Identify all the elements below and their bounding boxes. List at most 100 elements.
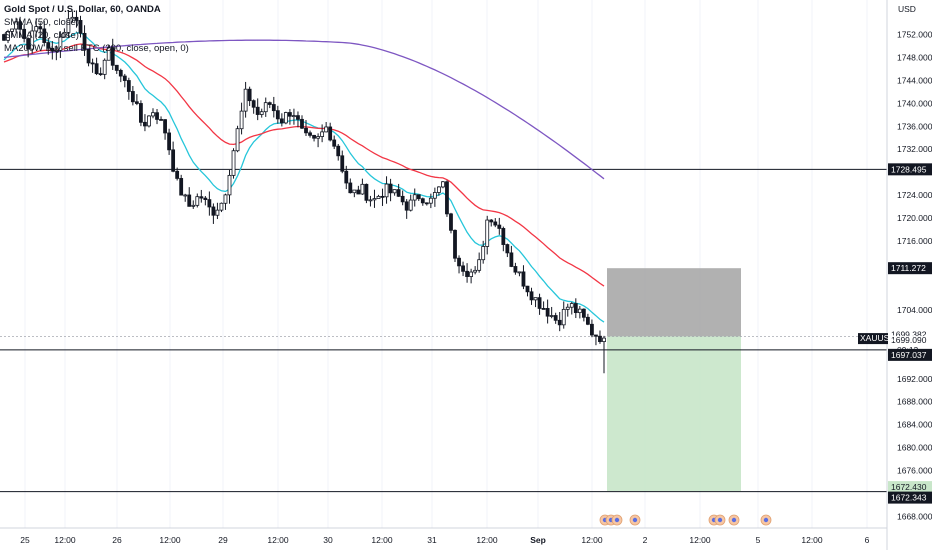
candle-body: [436, 186, 441, 193]
candle-body: [501, 228, 506, 245]
candle-body: [195, 196, 200, 206]
candle-body: [231, 150, 236, 176]
candle-body: [424, 202, 429, 205]
candle-body: [74, 16, 79, 21]
candle-body: [602, 337, 606, 343]
candle-body: [312, 134, 316, 139]
candle-body: [247, 88, 252, 102]
time-tick-label: 12:00: [689, 535, 711, 545]
candle-body: [598, 335, 602, 343]
candle-body: [283, 112, 288, 124]
candle-body: [58, 36, 63, 51]
candle-body: [328, 126, 333, 141]
candle-body: [38, 26, 43, 30]
legend-title: Gold Spot / U.S. Dollar, 60, OANDA: [4, 4, 161, 15]
candle-body: [485, 219, 490, 247]
candle-body: [412, 194, 417, 201]
candle-body: [517, 271, 522, 274]
chart-legend[interactable]: Gold Spot / U.S. Dollar, 60, OANDA SMMA …: [4, 3, 189, 55]
candle-body: [396, 189, 401, 197]
legend-smma20[interactable]: SMMA (20, close): [4, 30, 79, 41]
candle-body: [219, 202, 224, 211]
candle-body: [271, 104, 276, 112]
take-profit-zone[interactable]: [607, 336, 741, 492]
candle-body: [279, 118, 284, 124]
candle-body: [296, 115, 300, 120]
candle-body: [179, 178, 184, 196]
candle-body: [404, 201, 409, 211]
candle-body: [143, 121, 147, 127]
candle-body: [14, 21, 18, 30]
candle-body: [372, 198, 377, 201]
candle-body: [525, 285, 530, 293]
candle-body: [46, 42, 51, 49]
time-axis[interactable]: 25 12:00 26 12:00 29 12:00 30 12:00 31 12:00 Sep 12…: [20, 535, 869, 545]
candle-body: [416, 194, 421, 200]
time-tick-label: 12:00: [54, 535, 76, 545]
candle-body: [199, 196, 204, 199]
candle-body: [364, 183, 369, 201]
candle-body: [465, 270, 469, 277]
candle-body: [549, 315, 554, 317]
candle-body: [167, 132, 172, 151]
candle-body: [114, 64, 119, 71]
price-axis[interactable]: USD 1752.000 1748.000 1744.000 1740.000 1736.…: [897, 4, 932, 522]
candle-body: [22, 28, 27, 39]
legend-smma50[interactable]: SMMA (50, close): [4, 17, 79, 28]
price-tick-label: 1748.000: [897, 52, 932, 62]
candle-body: [251, 100, 256, 108]
candle-body: [388, 183, 393, 194]
candle-body: [26, 38, 31, 50]
candle-body: [6, 30, 10, 41]
candle-body: [118, 69, 123, 77]
candle-body: [275, 110, 280, 120]
candle-body: [122, 75, 127, 81]
candle-body: [211, 206, 216, 216]
candle-body: [304, 127, 308, 134]
candle-body: [505, 244, 510, 254]
stop-loss-zone[interactable]: [607, 268, 741, 337]
candle-body: [340, 155, 345, 172]
candle-body: [191, 204, 196, 207]
candle-body: [243, 88, 248, 112]
candle-body: [368, 199, 373, 202]
candle-body: [380, 195, 385, 198]
candle-body: [469, 271, 474, 277]
candle-body: [360, 183, 365, 195]
candle-body: [493, 221, 498, 226]
ma200-line[interactable]: [3, 39, 605, 180]
candle-body: [54, 50, 59, 52]
candle-body: [98, 73, 103, 76]
candle-body: [215, 209, 220, 216]
price-tag-line-upper: 1728.495: [891, 164, 927, 174]
candle-body: [577, 308, 582, 314]
time-tick-label: 12:00: [159, 535, 181, 545]
candle-body: [541, 308, 546, 310]
time-tick-label: 12:00: [581, 535, 603, 545]
candle-body: [569, 303, 574, 308]
candle-body: [147, 115, 151, 127]
symbol-tag-bg: [858, 333, 888, 345]
candle-body: [441, 181, 445, 188]
flag-icon: [763, 517, 769, 523]
time-tick-label: 26: [112, 535, 122, 545]
candle-body: [30, 30, 35, 50]
price-tick-label: 1692.000: [897, 374, 932, 384]
legend-ma200[interactable]: MA200W buy sell BTC (200, close, open, 0…: [4, 43, 189, 54]
candle-body: [267, 102, 272, 105]
candle-body: [453, 229, 457, 259]
price-tags: 1728.4951711.2721699.3821699.09009:13169…: [858, 163, 932, 504]
currency-label: USD: [898, 4, 916, 14]
candle-body: [151, 112, 155, 117]
candle-body: [352, 189, 357, 194]
candle-body: [461, 265, 465, 272]
time-tick-label: 12:00: [267, 535, 289, 545]
candle-body: [34, 26, 39, 32]
candle-body: [581, 308, 586, 318]
time-tick-label: 12:00: [371, 535, 393, 545]
time-tick-label: 5: [756, 535, 761, 545]
smma50-line[interactable]: [3, 43, 605, 287]
candle-body: [86, 48, 91, 64]
